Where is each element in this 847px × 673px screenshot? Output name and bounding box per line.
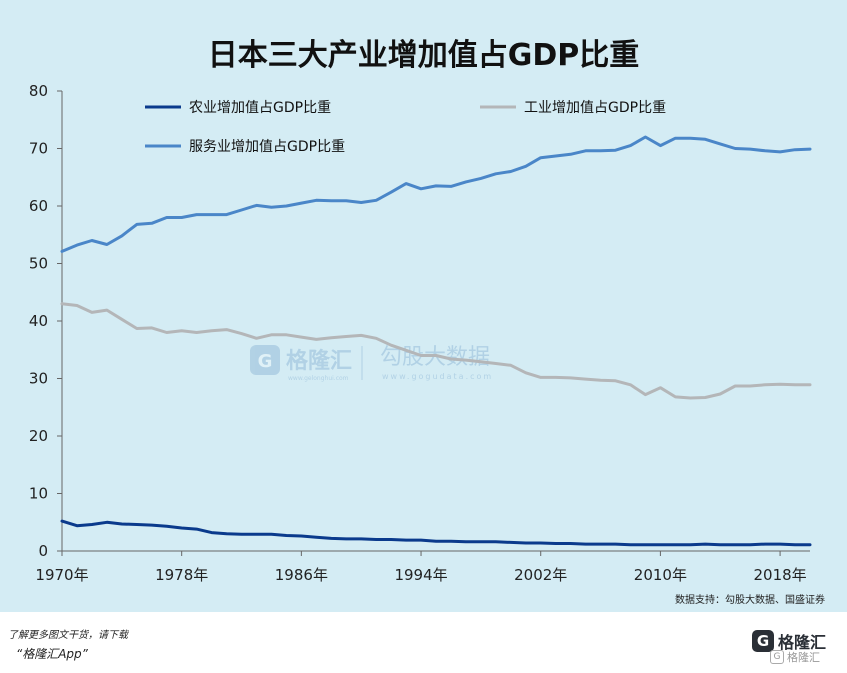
series-lines: [60, 135, 812, 547]
legend-item-agriculture: 农业增加值占GDP比重: [145, 100, 331, 116]
watermark-brand-url: www.gelonghui.com: [288, 375, 349, 382]
y-tick-label: 10: [29, 485, 48, 503]
legend-label: 工业增加值占GDP比重: [524, 100, 666, 116]
x-tick-label: 1986年: [275, 566, 328, 584]
x-tick-label: 2002年: [514, 566, 567, 584]
line-chart: 0 10 20 30 40 50 60 70 80 1970年 1978年 1986年 1994年 200…: [29, 82, 812, 584]
footer-watermark: G 格隆汇: [770, 649, 820, 665]
x-tick-label: 1978年: [155, 566, 208, 584]
watermark-partner-url: www.gogudata.com: [382, 372, 493, 381]
watermark-partner: 勾股大数据: [380, 345, 490, 370]
watermark-logo-letter: G: [258, 351, 273, 372]
footer-hint: 了解更多图文干货，请下载: [8, 630, 128, 641]
legend-label: 服务业增加值占GDP比重: [189, 139, 345, 155]
y-tick-label: 40: [29, 312, 48, 330]
x-tick-label: 2010年: [634, 566, 687, 584]
industry-line: [60, 302, 812, 400]
x-tick-label: 1970年: [35, 566, 88, 584]
footer-logo: G 格隆汇: [752, 629, 826, 653]
logo-g-icon: G: [752, 630, 774, 652]
y-tick-label: 0: [38, 542, 48, 560]
y-tick-label: 20: [29, 427, 48, 445]
legend-label: 农业增加值占GDP比重: [189, 100, 331, 116]
watermark-brand: 格隆汇: [286, 348, 352, 374]
chart-panel: 日本三大产业增加值占GDP比重 0 10 20 30 40 50 60 70 80 1970年 19…: [0, 0, 847, 612]
y-tick-label: 70: [29, 140, 48, 158]
source-note: 数据支持：勾股大数据、国盛证券: [675, 595, 825, 606]
chart-axes: 0 10 20 30 40 50 60 70 80 1970年 1978年 1986年 1994年 200…: [29, 82, 810, 584]
y-tick-label: 50: [29, 255, 48, 273]
agriculture-line: [60, 519, 812, 547]
y-tick-label: 80: [29, 82, 48, 100]
x-tick-label: 2018年: [753, 566, 806, 584]
y-tick-label: 60: [29, 197, 48, 215]
small-logo-icon: G: [770, 650, 784, 664]
watermark-logo-icon: [250, 345, 280, 375]
chart-title: 日本三大产业增加值占GDP比重: [207, 38, 640, 73]
footer-logo-text: 格隆汇: [778, 633, 827, 652]
legend-item-services: 服务业增加值占GDP比重: [145, 139, 345, 155]
legend-item-industry: 工业增加值占GDP比重: [480, 100, 666, 116]
services-line: [60, 135, 812, 253]
y-tick-label: 30: [29, 370, 48, 388]
footer-app-name: “格隆汇App”: [16, 647, 88, 661]
x-tick-label: 1994年: [394, 566, 447, 584]
footer-watermark-text: 格隆汇: [787, 651, 820, 664]
